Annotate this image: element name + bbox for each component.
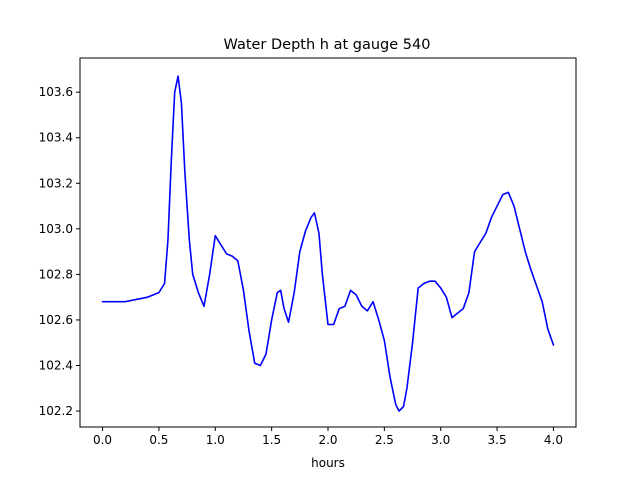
x-tick-label: 4.0 [544, 433, 563, 447]
chart-title: Water Depth h at gauge 540 [224, 37, 431, 53]
y-tick-label: 102.8 [39, 267, 73, 281]
x-axis-label: hours [311, 456, 345, 470]
x-tick-label: 1.0 [206, 433, 225, 447]
series-line-0 [101, 75, 555, 412]
y-tick-label: 102.6 [39, 313, 73, 327]
plot-area: 0.0 0.5 1.0 1.5 2.0 2.5 3.0 3.5 4.0 102.2 102.4 102… [39, 57, 577, 447]
plot-frame [79, 57, 577, 428]
x-tick-label: 2.0 [318, 433, 337, 447]
y-tick-label: 102.2 [39, 404, 73, 418]
y-tick-label: 103.0 [39, 222, 73, 236]
x-tick-label: 0.5 [149, 433, 168, 447]
y-tick-label: 103.4 [39, 131, 73, 145]
x-tick-label: 3.0 [431, 433, 450, 447]
x-tick-label: 0.0 [93, 433, 112, 447]
y-tick-label: 102.4 [39, 359, 73, 373]
x-tick-label: 2.5 [375, 433, 394, 447]
y-tick-label: 103.2 [39, 176, 73, 190]
y-tick-label: 103.6 [39, 85, 73, 99]
x-tick-label: 3.5 [488, 433, 507, 447]
x-tick-label: 1.5 [262, 433, 281, 447]
